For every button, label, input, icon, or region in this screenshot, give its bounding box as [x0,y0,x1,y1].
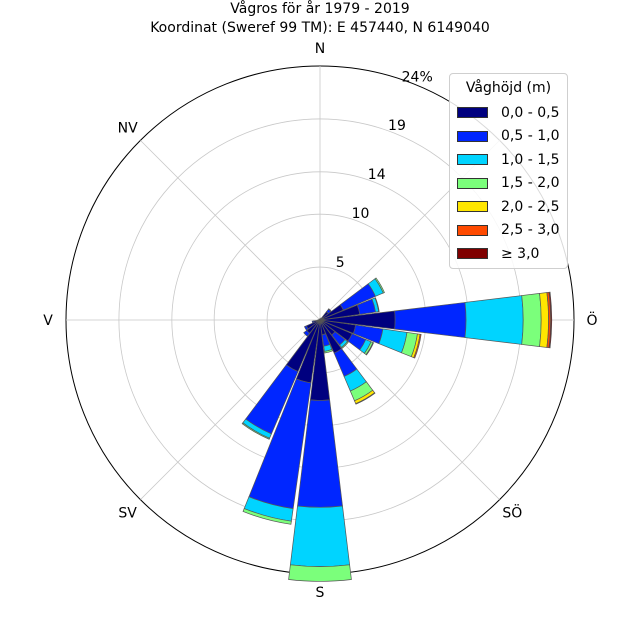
direction-label: Ö [586,311,597,329]
legend-item: 2,0 - 2,5 [450,195,567,219]
direction-label: SV [118,505,137,521]
rose-bar-segment [521,293,542,347]
rose-bar-segment [413,333,422,359]
chart-title: Vågros för år 1979 - 2019 [230,1,410,17]
legend-swatch [457,201,488,213]
angular-gridline [140,140,321,321]
legend-title: Våghöjd (m) [465,80,552,96]
rose-bar-segment [303,329,311,337]
legend-label: 2,0 - 2,5 [501,198,560,215]
direction-label: V [43,313,53,329]
legend-item: ≥ 3,0 [450,242,567,266]
rose-bar-segment [355,392,376,405]
legend-label: ≥ 3,0 [501,245,540,262]
legend-label: 0,0 - 0,5 [501,104,560,121]
legend-label: 1,5 - 2,0 [501,175,560,192]
legend-item: 0,5 - 1,0 [450,125,567,149]
legend-item: 1,5 - 2,0 [450,172,567,196]
legend-item: 0,0 - 0,5 [450,101,567,125]
legend-items: 0,0 - 0,5 0,5 - 1,0 1,0 - 1,5 1,5 - 2,0 2,0 … [450,101,567,266]
rose-bar-segment [365,342,375,356]
rose-bar-segment [464,295,524,345]
rose-bar-segment [288,564,352,582]
angular-gridline [140,319,321,500]
rose-bar-segment [539,292,549,348]
legend-swatch [457,154,488,166]
legend-swatch [457,248,488,260]
rose-bar-segment [374,277,385,294]
radial-tick-label: 14 [368,167,386,183]
rose-bar-segment [374,297,380,313]
legend-item: 2,5 - 3,0 [450,219,567,243]
chart-subtitle: Koordinat (Sweref 99 TM): E 457440, N 61… [150,20,490,36]
rose-bar-segment [311,320,315,324]
legend-label: 1,0 - 1,5 [501,151,560,168]
radial-tick-label: 19 [388,118,406,134]
radial-tick-label: 10 [352,206,370,222]
legend-label: 2,5 - 3,0 [501,222,560,239]
rose-bar-segment [548,291,553,349]
rose-bar-segment [242,508,292,525]
legend-swatch [457,177,488,189]
radial-tick-label: 5 [336,255,345,271]
legend-swatch [457,107,488,119]
wave-rose-bars [241,277,553,582]
direction-label: SÖ [502,503,522,521]
axis-labels: 5 10 14 19 24% N NV V SV S SÖ Ö [43,41,597,601]
legend-item: 1,0 - 1,5 [450,148,567,172]
legend-swatch [457,130,488,142]
direction-label: N [315,41,325,57]
rose-bar-segment [241,422,271,440]
direction-label: NV [118,121,138,137]
rose-bar-segment [303,325,309,331]
rose-bar-segment [341,341,349,349]
legend-swatch [457,224,488,236]
direction-label: S [316,585,325,601]
angular-gridline [319,319,500,500]
rose-bar-segment [289,505,351,567]
rose-bar-segment [324,349,333,354]
legend: Våghöjd (m) 0,0 - 0,5 0,5 - 1,0 1,0 - 1,5 1… [449,73,568,269]
radial-tick-label: 24% [402,69,433,85]
legend-label: 0,5 - 1,0 [501,128,560,145]
